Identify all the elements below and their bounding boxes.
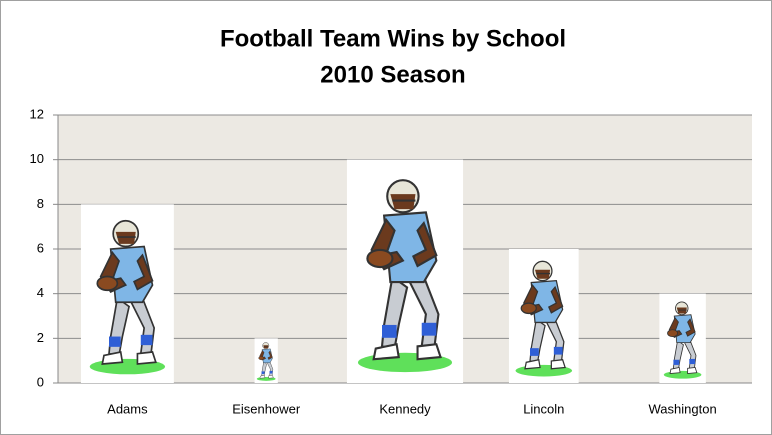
pictogram-bar (254, 338, 278, 383)
pictogram-bar (80, 204, 174, 383)
y-tick-label: 0 (37, 374, 44, 389)
y-tick-label: 10 (30, 151, 44, 166)
x-tick-label: Washington (649, 401, 717, 416)
x-tick-label: Eisenhower (232, 401, 301, 416)
y-tick-label: 4 (37, 285, 44, 300)
y-tick-label: 12 (30, 106, 44, 121)
pictogram-bar (346, 159, 464, 383)
x-tick-label: Kennedy (379, 401, 431, 416)
chart-title: Football Team Wins by School (220, 25, 566, 52)
y-tick-label: 2 (37, 330, 44, 345)
pictogram-bar (659, 293, 706, 383)
x-tick-label: Lincoln (523, 401, 564, 416)
chart-subtitle: 2010 Season (320, 61, 465, 88)
y-tick-label: 8 (37, 196, 44, 211)
y-tick-label: 6 (37, 240, 44, 255)
pictogram-bar (508, 249, 579, 383)
x-tick-label: Adams (107, 401, 148, 416)
